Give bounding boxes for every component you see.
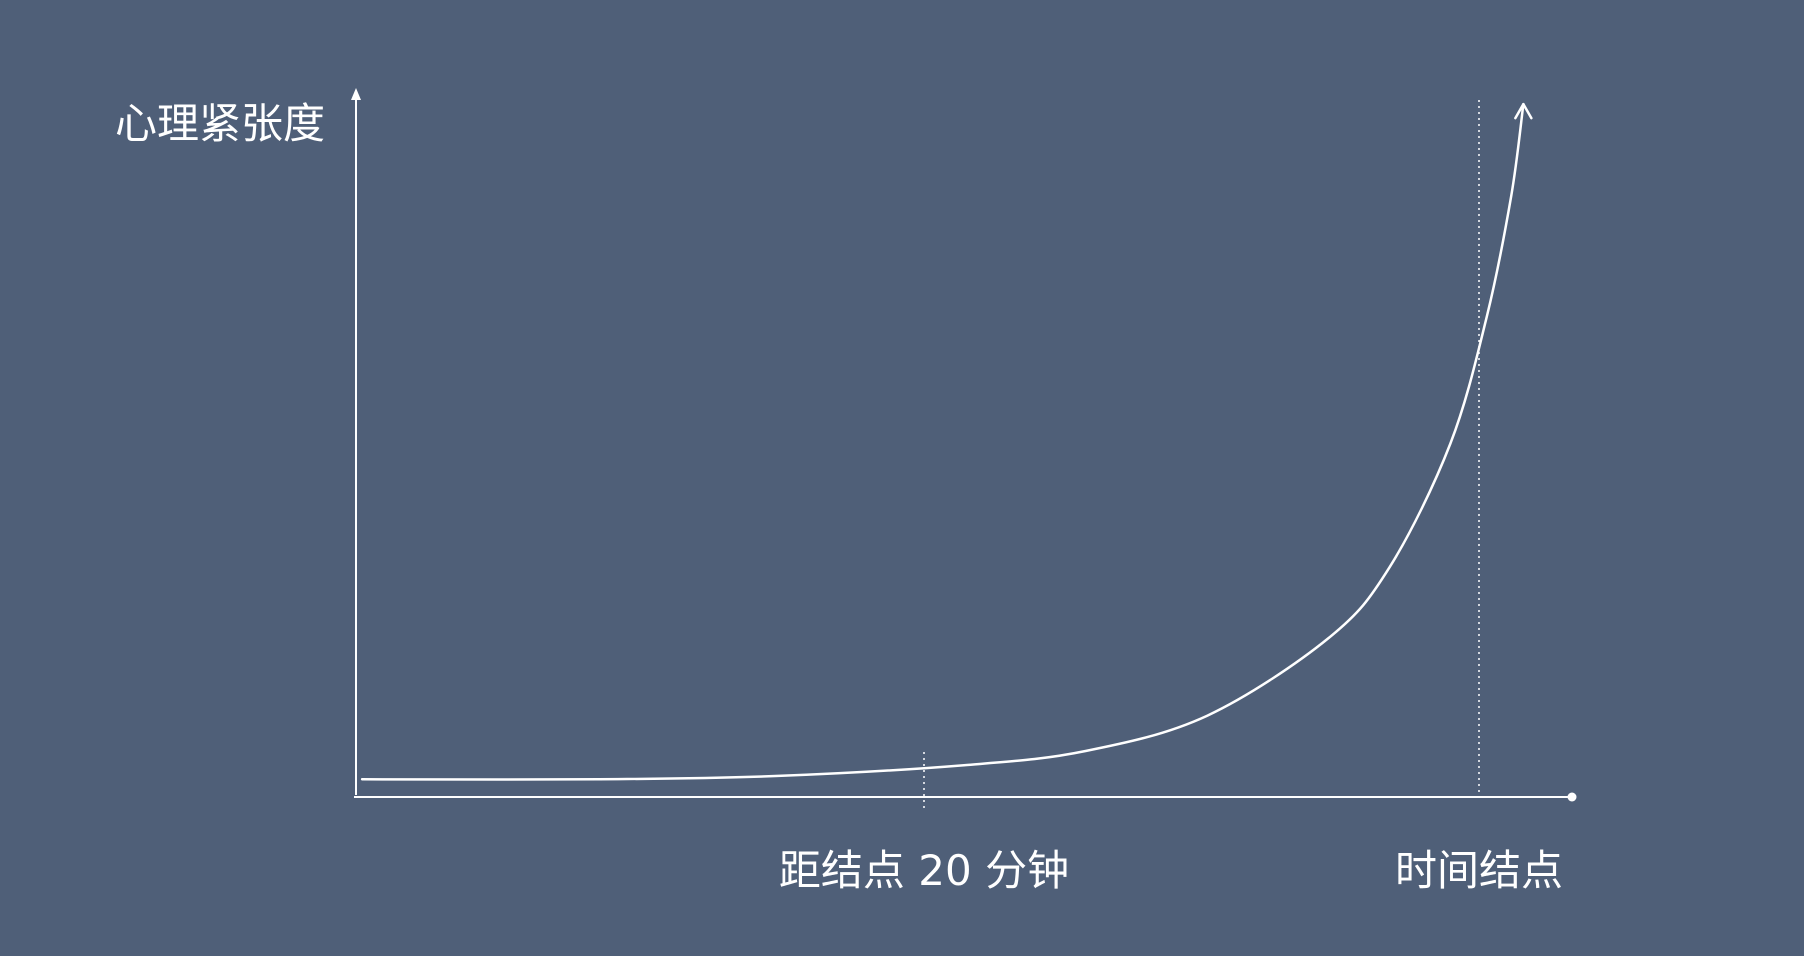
marker-label-20-min: 距结点 20 分钟 [779, 846, 1069, 895]
axes [351, 88, 1577, 802]
y-axis-label: 心理紧张度 [115, 99, 325, 148]
y-axis-arrow-icon [351, 88, 361, 100]
tension-curve [360, 102, 1525, 781]
series-layer [360, 102, 1533, 781]
curve-arrowhead-icon [1514, 102, 1533, 120]
x-markers: 距结点 20 分钟 时间结点 [779, 100, 1563, 895]
x-axis-end-dot-icon [1567, 792, 1577, 802]
marker-label-deadline: 时间结点 [1395, 846, 1563, 895]
